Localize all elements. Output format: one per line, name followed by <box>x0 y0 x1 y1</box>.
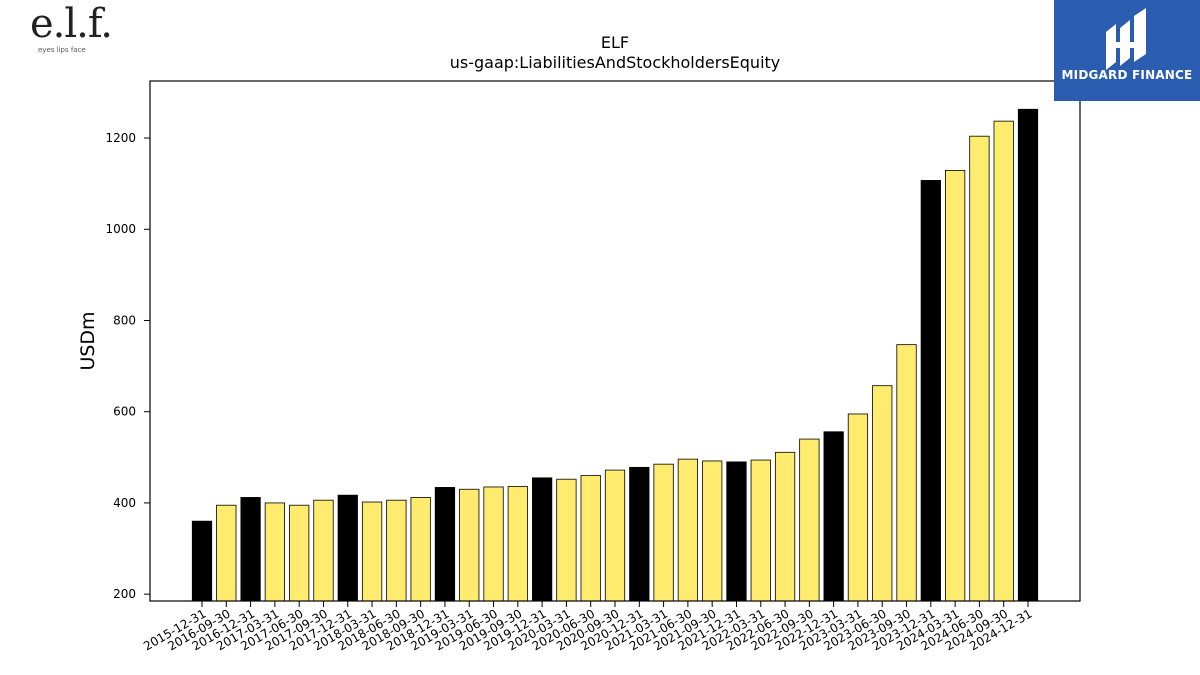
bar-2016-09-30 <box>216 504 237 602</box>
y-axis-ticks: 200 400 600 800 1000 1200 <box>105 131 150 601</box>
bar-2023-09-30 <box>896 344 917 602</box>
elf-logo-mark: e.l.f. <box>30 1 113 47</box>
bar-2016-12-31 <box>240 497 261 602</box>
y-tick-label: 1200 <box>105 131 136 145</box>
elf-logo: e.l.f. eyes lips face <box>30 1 113 64</box>
bar-2018-06-30 <box>386 499 407 602</box>
bar-2018-09-30 <box>410 497 431 602</box>
bar-2017-12-31 <box>337 494 358 602</box>
bar-2019-06-30 <box>483 486 504 602</box>
bar-2023-03-31 <box>847 413 869 602</box>
y-tick-label: 200 <box>113 587 136 601</box>
bar-2017-09-30 <box>313 499 334 602</box>
y-axis-label: USDm <box>77 311 99 370</box>
x-axis-ticks: 2015-12-312016-09-302016-12-312017-03-31… <box>141 601 1035 653</box>
bar-2020-12-31 <box>629 466 650 602</box>
bar-2022-06-30 <box>774 451 796 602</box>
bar-2018-03-31 <box>361 501 383 602</box>
bar-2020-06-30 <box>580 475 601 602</box>
bar-2024-12-31 <box>1017 108 1039 602</box>
plot-frame <box>149 80 1081 602</box>
bar-2024-03-31 <box>945 169 966 602</box>
bar-2021-03-31 <box>653 463 674 602</box>
bars-group <box>191 108 1039 602</box>
bar-2020-09-30 <box>604 469 626 602</box>
bar-2021-06-30 <box>677 458 698 602</box>
bar-2024-09-30 <box>993 120 1014 602</box>
bar-2015-12-31 <box>191 520 213 602</box>
chart-subtitle: us-gaap:LiabilitiesAndStockholdersEquity <box>450 53 781 72</box>
midgard-logo-name: MIDGARD FINANCE <box>1061 68 1193 82</box>
bar-2021-09-30 <box>702 460 723 602</box>
midgard-emblem-icon <box>1106 8 1146 70</box>
bar-2018-12-31 <box>434 487 456 602</box>
midgard-finance-logo: MIDGARD FINANCE <box>1054 0 1200 101</box>
bar-2023-12-31 <box>920 180 941 602</box>
y-tick-label: 800 <box>113 313 136 327</box>
y-tick-label: 600 <box>113 405 136 419</box>
bar-2017-06-30 <box>289 504 310 602</box>
bar-2021-12-31 <box>726 461 747 602</box>
elf-logo-tagline: eyes lips face <box>38 46 86 54</box>
bar-2019-09-30 <box>507 486 528 602</box>
bar-2022-09-30 <box>799 438 820 602</box>
bar-2023-06-30 <box>872 385 893 602</box>
bar-2017-03-31 <box>264 502 286 602</box>
bar-2022-12-31 <box>823 431 844 602</box>
bar-2020-03-31 <box>556 478 577 602</box>
y-tick-label: 400 <box>113 496 136 510</box>
bar-2019-12-31 <box>532 477 553 602</box>
y-tick-label: 1000 <box>105 222 136 236</box>
bar-2019-03-31 <box>459 488 480 602</box>
bar-2022-03-31 <box>750 459 771 602</box>
bar-2024-06-30 <box>969 135 990 602</box>
chart-title: ELF <box>601 33 629 52</box>
